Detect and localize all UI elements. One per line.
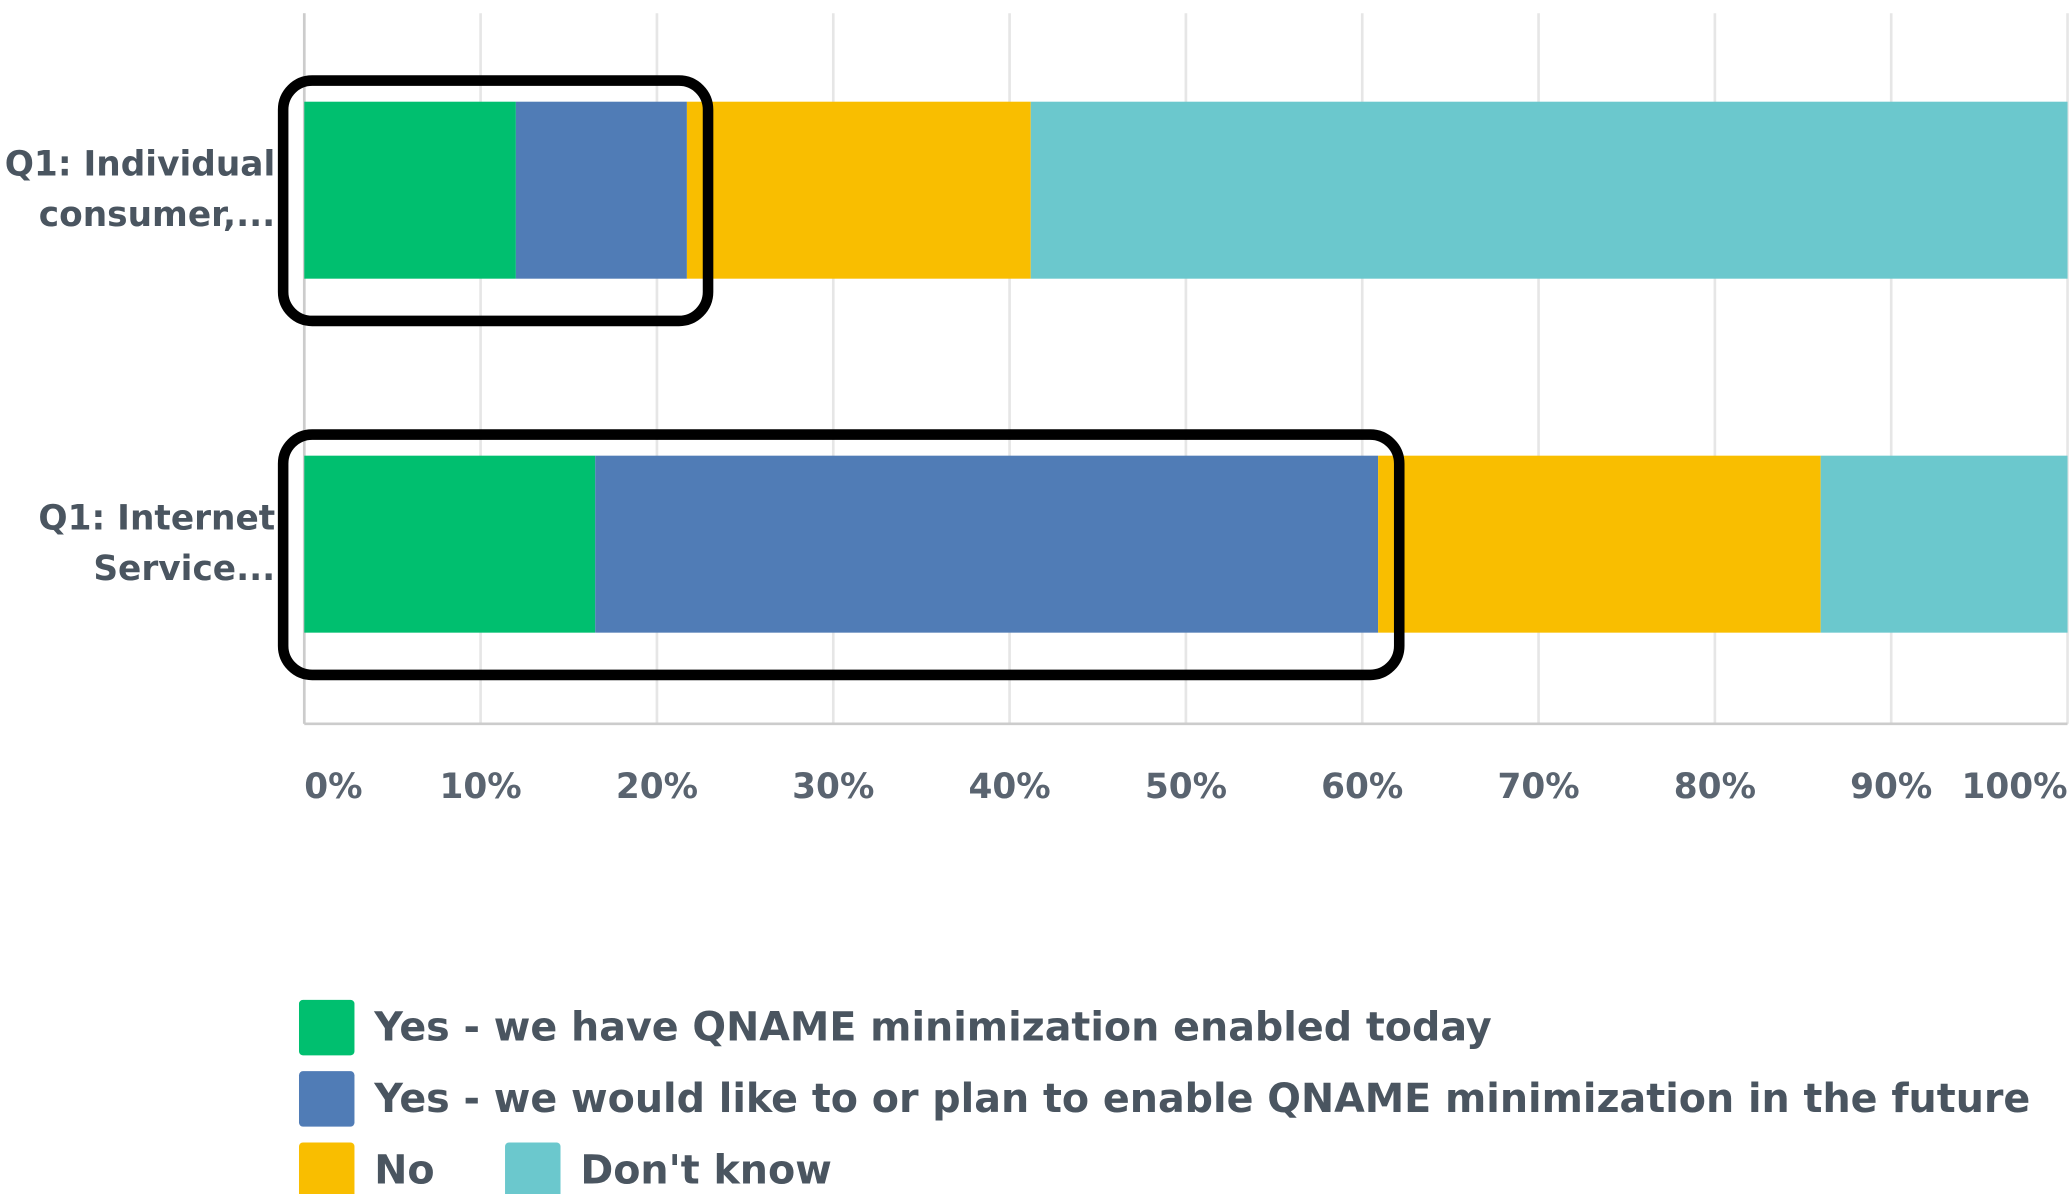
x-tick-label: 50% [1145,767,1227,807]
x-tick-label: 90% [1850,767,1932,807]
bar-segment [1820,455,2068,633]
bar-segment [1030,101,2068,279]
grid: 0% 10% 20% 30% 40% 50% 60% 70% 80% 90% 100% [302,13,2069,807]
bar-segment [515,101,687,279]
legend-swatch [298,1071,355,1127]
category-label: Q1: Individual consumer,... [4,145,276,236]
bar-segment [595,455,1379,633]
x-tick-label: 70% [1497,767,1579,807]
legend-swatch [298,1142,355,1194]
x-tick-label: 30% [792,767,874,807]
bar-segment [304,455,596,633]
legend-label: No [374,1147,434,1193]
legend-label: Don't know [580,1147,832,1193]
bar-segment [686,101,1031,279]
highlight-box [277,75,714,327]
x-tick-label: 100% [1961,767,2067,807]
category-label-box: Q1: Individual consumer,... [4,145,276,236]
legend-label: Yes - we have QNAME minimization enabled… [373,1005,1492,1051]
legend-swatch [298,999,355,1056]
highlight-box [277,429,1405,681]
legend-swatch [505,1142,561,1194]
x-tick-label: 20% [616,767,698,807]
overlay: Q1: Individual consumer,... Q1: Internet … [4,75,2030,1194]
category-label-box: Q1: Internet Service... [38,499,276,590]
bar-segment [1378,455,1821,633]
x-tick-label: 0% [304,767,362,807]
x-tick-label: 10% [440,767,522,807]
x-tick-label: 80% [1674,767,1756,807]
legend-label: Yes - we would like to or plan to enable… [373,1076,2030,1122]
bar-segment [304,101,516,279]
x-tick-label: 40% [968,767,1050,807]
bars [304,101,2068,633]
x-tick-label: 60% [1321,767,1403,807]
category-label: Q1: Internet Service... [38,499,276,590]
